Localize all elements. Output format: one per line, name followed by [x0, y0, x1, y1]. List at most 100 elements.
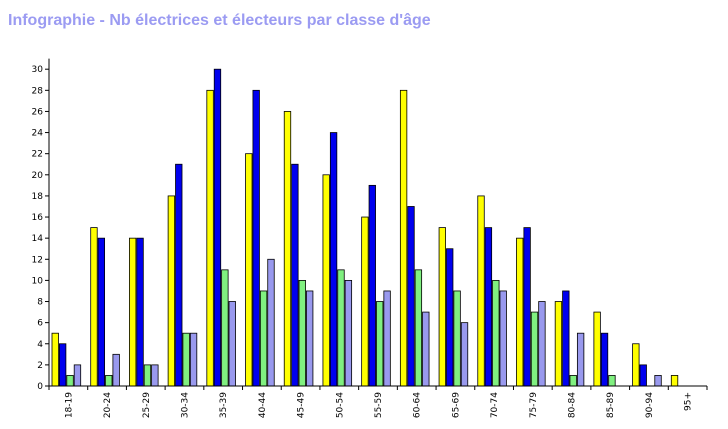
- bar-35-39-s2: [213, 68, 222, 387]
- chart-title: Infographie - Nb électrices et électeurs…: [8, 12, 431, 29]
- bar-40-44-s4: [267, 258, 275, 387]
- bar-18-19-s1: [51, 332, 59, 387]
- bar-25-29-s1: [129, 237, 137, 387]
- bar-40-44-s3: [259, 290, 268, 387]
- bar-50-54-s3: [337, 269, 345, 387]
- bar-20-24-s2: [97, 237, 106, 387]
- bar-75-79-s3: [530, 311, 539, 387]
- y-tick-label: 10: [32, 276, 44, 286]
- x-tick-label: 55-59: [374, 392, 384, 418]
- x-tick-label: 30-34: [180, 392, 190, 418]
- x-tick-label: 75-79: [529, 392, 539, 418]
- y-tick-label: 8: [37, 298, 43, 308]
- bar-80-84-s3: [569, 375, 577, 387]
- x-tick-label: 80-84: [568, 392, 578, 418]
- bar-65-69-s4: [460, 322, 469, 387]
- y-tick-label: 28: [32, 86, 44, 96]
- bar-55-59-s2: [368, 184, 376, 387]
- bar-20-24-s3: [105, 375, 113, 387]
- bar-50-54-s2: [329, 132, 338, 387]
- x-tick-label: 20-24: [103, 392, 113, 418]
- y-tick-label: 6: [37, 319, 43, 329]
- bar-70-74-s1: [477, 195, 485, 387]
- x-tick-label: 65-69: [451, 392, 461, 418]
- x-tick-label: 45-49: [297, 392, 307, 418]
- bar-18-19-s4: [73, 364, 82, 387]
- bar-50-54-s1: [322, 174, 330, 387]
- bar-45-49-s3: [298, 279, 306, 387]
- bar-70-74-s4: [499, 290, 507, 387]
- bar-45-49-s1: [283, 111, 292, 387]
- bar-55-59-s1: [361, 216, 369, 387]
- bar-60-64-s1: [399, 89, 408, 387]
- bar-95+-s1: [670, 375, 679, 387]
- bar-18-19-s2: [59, 343, 67, 387]
- bar-30-34-s2: [175, 163, 183, 387]
- bar-90-94-s4: [654, 375, 662, 387]
- y-tick-label: 0: [37, 382, 43, 392]
- bar-75-79-s2: [523, 227, 531, 387]
- y-tick-label: 22: [32, 150, 43, 160]
- y-tick-label: 12: [32, 255, 43, 265]
- bar-20-24-s1: [90, 227, 98, 387]
- bar-90-94-s1: [632, 343, 640, 387]
- bar-70-74-s3: [492, 279, 500, 387]
- bar-35-39-s1: [206, 89, 214, 387]
- bar-70-74-s2: [484, 227, 493, 387]
- bar-65-69-s1: [438, 227, 446, 387]
- bars-layer: [51, 68, 679, 387]
- x-tick-label: 70-74: [490, 392, 500, 418]
- bar-25-29-s4: [151, 364, 159, 387]
- x-tick-label: 60-64: [413, 392, 423, 418]
- bar-85-89-s2: [600, 332, 609, 387]
- bar-50-54-s4: [344, 279, 353, 387]
- y-tick-label: 4: [37, 340, 43, 350]
- bar-60-64-s4: [422, 311, 430, 387]
- bar-80-84-s4: [576, 332, 585, 387]
- bar-65-69-s2: [446, 248, 454, 387]
- bar-85-89-s1: [593, 311, 601, 387]
- x-tick-label: 35-39: [219, 392, 229, 418]
- bar-85-89-s3: [608, 375, 616, 387]
- bar-75-79-s4: [538, 301, 546, 387]
- y-tick-label: 26: [32, 107, 44, 117]
- bar-60-64-s2: [407, 206, 415, 387]
- bar-80-84-s1: [554, 301, 563, 387]
- bar-55-59-s4: [383, 290, 391, 387]
- bar-40-44-s1: [245, 153, 253, 387]
- bar-60-64-s3: [414, 269, 423, 387]
- y-tick-label: 24: [32, 129, 44, 139]
- bar-25-29-s3: [143, 364, 152, 387]
- y-tick-label: 18: [32, 192, 44, 202]
- x-tick-label: 40-44: [258, 392, 268, 418]
- bar-65-69-s3: [453, 290, 461, 387]
- bar-75-79-s1: [516, 237, 524, 387]
- x-tick-label: 25-29: [142, 392, 152, 418]
- y-tick-label: 20: [32, 171, 44, 181]
- bar-25-29-s2: [136, 237, 144, 387]
- bar-55-59-s3: [376, 301, 384, 387]
- bar-30-34-s3: [182, 332, 190, 387]
- bar-18-19-s3: [66, 375, 74, 387]
- bar-30-34-s4: [189, 332, 198, 387]
- bar-80-84-s2: [562, 290, 570, 387]
- x-tick-label: 90-94: [645, 392, 655, 418]
- y-tick-label: 2: [37, 361, 43, 371]
- bar-30-34-s1: [167, 195, 176, 387]
- x-tick-label: 85-89: [606, 392, 616, 418]
- y-tick-label: 14: [32, 234, 44, 244]
- x-tick-label: 50-54: [335, 392, 345, 418]
- y-tick-label: 30: [32, 65, 44, 75]
- bar-20-24-s4: [112, 353, 120, 387]
- bar-45-49-s4: [306, 290, 314, 387]
- x-tick-label: 95+: [684, 392, 694, 411]
- bar-40-44-s2: [252, 89, 260, 387]
- bar-35-39-s3: [221, 269, 229, 387]
- bar-90-94-s2: [639, 364, 647, 387]
- bar-35-39-s4: [228, 301, 236, 387]
- y-tick-label: 16: [32, 213, 44, 223]
- x-tick-label: 18-19: [64, 392, 74, 418]
- bar-45-49-s2: [291, 163, 299, 387]
